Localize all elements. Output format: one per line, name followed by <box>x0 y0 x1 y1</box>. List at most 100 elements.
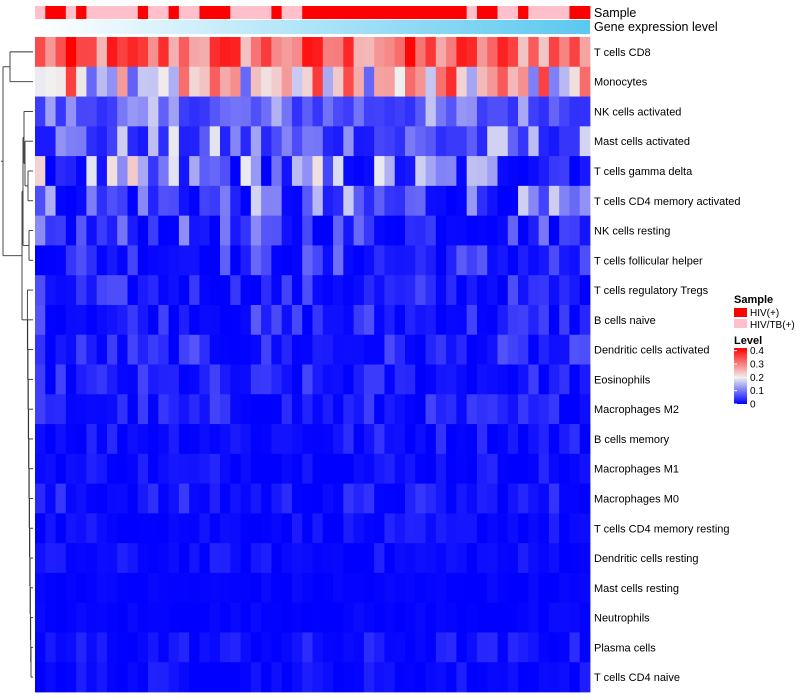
heatmap-cell <box>199 632 211 663</box>
heatmap-cell <box>569 185 581 217</box>
sample-annotation-cell <box>65 6 77 19</box>
heatmap-cell <box>435 215 447 246</box>
heatmap-cell <box>189 632 200 663</box>
heatmap-cell <box>250 304 262 336</box>
heatmap-cell <box>281 453 293 484</box>
heatmap-cell <box>435 185 447 217</box>
heatmap-cell <box>127 602 139 633</box>
heatmap-cell <box>384 602 396 633</box>
heatmap-cell <box>137 632 149 663</box>
heatmap-cell <box>528 513 540 544</box>
sample-annotation-cell <box>415 6 426 19</box>
heatmap-cell <box>302 126 313 157</box>
heatmap-cell <box>333 96 344 127</box>
heatmap-cell <box>528 126 540 157</box>
heatmap-cell <box>353 96 365 127</box>
heatmap-cell <box>45 275 56 306</box>
heatmap-cell <box>374 304 385 336</box>
heatmap-cell <box>86 156 98 187</box>
heatmap-cell <box>76 96 87 127</box>
heatmap-cell <box>250 334 262 365</box>
heatmap-cell <box>209 513 221 544</box>
heatmap-cell <box>106 364 118 395</box>
heatmap-cell <box>384 304 396 336</box>
heatmap-cell <box>548 662 560 693</box>
heatmap-cell <box>137 185 149 217</box>
heatmap-cell <box>148 632 159 663</box>
legend-swatch-hiv-tb <box>734 319 747 328</box>
heatmap-cell <box>538 453 550 484</box>
sample-annotation-cell <box>579 6 591 19</box>
heatmap-cell <box>271 275 283 306</box>
row-label: NK cells resting <box>594 226 670 238</box>
heatmap-cell <box>548 453 560 484</box>
heatmap-cell <box>65 96 77 127</box>
heatmap-cell <box>302 334 313 365</box>
heatmap-cell <box>415 364 426 395</box>
heatmap-cell <box>518 37 529 68</box>
heatmap-cell <box>538 96 550 127</box>
heatmap-cell <box>333 304 344 336</box>
heatmap-cell <box>240 96 252 127</box>
heatmap-cell <box>76 483 87 514</box>
heatmap-cell <box>302 275 313 306</box>
heatmap-cell <box>559 543 570 574</box>
heatmap-cell <box>312 334 324 365</box>
heatmap-cell <box>106 185 118 217</box>
heatmap-cell <box>579 394 591 425</box>
heatmap-cell <box>312 126 324 157</box>
heatmap-cell <box>199 156 211 187</box>
heatmap-cell <box>137 156 149 187</box>
heatmap-cell <box>178 275 190 306</box>
heatmap-cell <box>302 37 313 68</box>
heatmap-cell <box>178 37 190 68</box>
heatmap-cell <box>45 66 56 97</box>
heatmap-cell <box>106 572 118 604</box>
heatmap-cell <box>528 334 540 365</box>
sample-annotation-cell <box>476 6 488 19</box>
heatmap-cell <box>148 66 159 97</box>
heatmap-cell <box>466 66 478 97</box>
heatmap-cell <box>302 424 313 455</box>
heatmap-cell <box>333 543 344 574</box>
heatmap-cell <box>281 364 293 395</box>
heatmap-cell <box>579 483 591 514</box>
heatmap-cell <box>518 483 529 514</box>
heatmap-cell <box>446 483 457 514</box>
heatmap-cell <box>220 215 231 246</box>
heatmap-cell <box>384 66 396 97</box>
heatmap-cell <box>497 662 509 693</box>
heatmap-cell <box>127 662 139 693</box>
sample-annotation-cell <box>548 6 560 19</box>
heatmap-cell <box>487 632 498 663</box>
heatmap-cell <box>55 394 67 425</box>
heatmap-cell <box>343 185 355 217</box>
heatmap-cell <box>178 453 190 484</box>
heatmap-cell <box>569 632 581 663</box>
sample-annotation-cell <box>559 6 570 19</box>
heatmap-cell <box>548 156 560 187</box>
heatmap-cell <box>405 572 416 604</box>
heatmap-cell <box>189 453 200 484</box>
heatmap-cell <box>476 37 488 68</box>
heatmap-cell <box>106 453 118 484</box>
heatmap-cell <box>476 543 488 574</box>
heatmap-cell <box>476 334 488 365</box>
heatmap-cell <box>497 602 509 633</box>
heatmap-cell <box>240 156 252 187</box>
heatmap-cell <box>333 156 344 187</box>
heatmap-cell <box>261 66 272 97</box>
heatmap-cell <box>168 37 180 68</box>
sample-annotation-cell <box>374 6 385 19</box>
heatmap-cell <box>538 513 550 544</box>
heatmap-cell <box>322 334 334 365</box>
heatmap-cell <box>65 453 77 484</box>
heatmap-cell <box>405 513 416 544</box>
heatmap-cell <box>528 245 540 276</box>
heatmap-cell <box>322 513 334 544</box>
heatmap-cell <box>394 334 406 365</box>
heatmap-cell <box>281 275 293 306</box>
heatmap-cell <box>405 602 416 633</box>
heatmap-cell <box>435 275 447 306</box>
heatmap-cell <box>415 513 426 544</box>
